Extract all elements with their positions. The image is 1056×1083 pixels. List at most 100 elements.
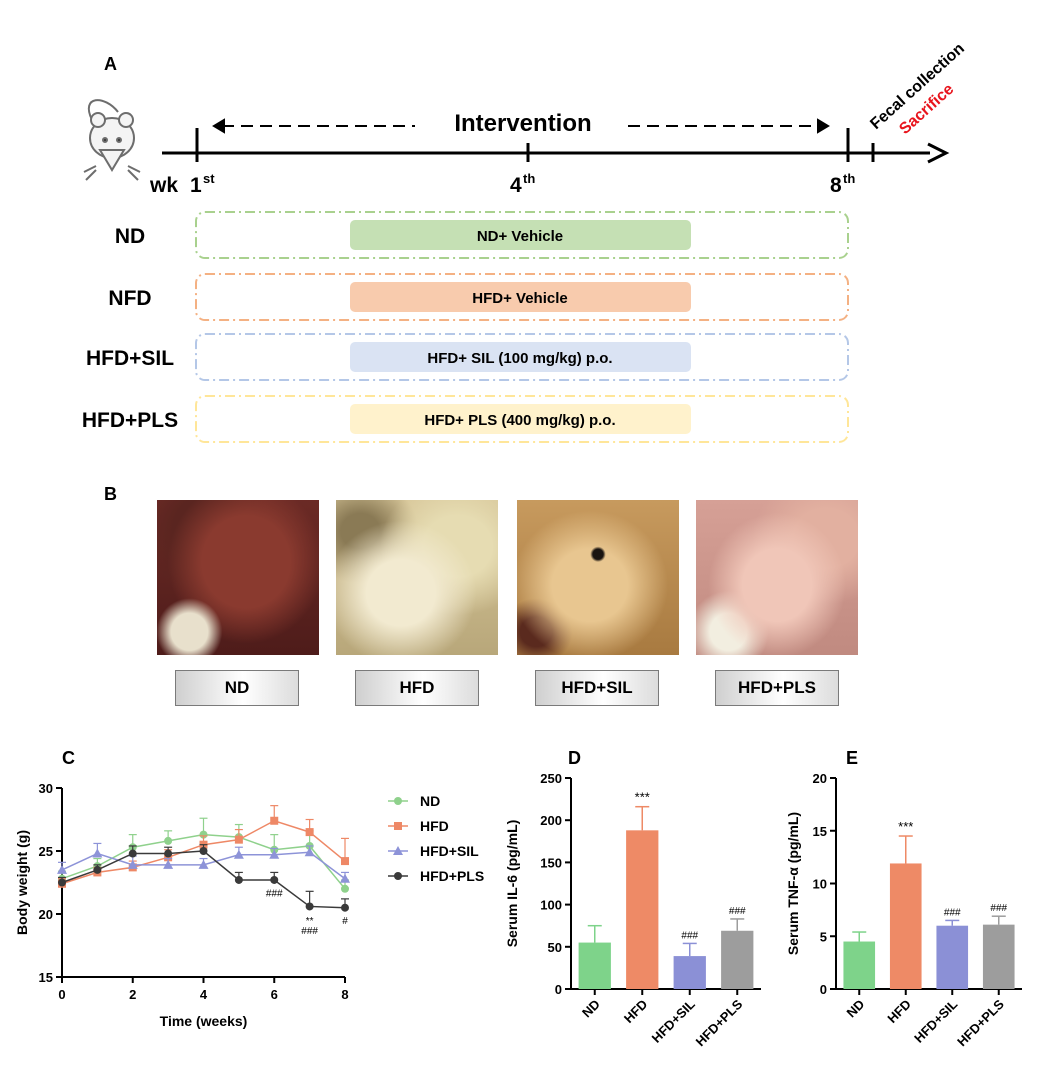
category-label: HFD+SIL <box>911 996 960 1045</box>
treatment-bar-1 <box>350 282 691 312</box>
data-point <box>340 873 350 883</box>
week-1-label: 1 <box>190 174 202 197</box>
significance-mark: *** <box>635 790 650 805</box>
week-8-sup: th <box>843 171 855 186</box>
series-hfd-pls <box>58 844 349 912</box>
series-hfd-sil <box>57 842 350 883</box>
group-box-hfd: HFD <box>355 670 479 706</box>
data-point <box>198 859 209 869</box>
data-point <box>305 828 314 837</box>
panel-d-label: D <box>568 748 581 768</box>
x-tick-label: 0 <box>58 987 65 1002</box>
bar <box>721 930 754 989</box>
y-tick-label: 20 <box>39 907 53 922</box>
bar-group-nd: ND <box>843 931 876 1021</box>
bar <box>578 942 611 989</box>
group-dashed-frame-0 <box>195 211 849 259</box>
group-box-nd: ND <box>175 670 299 706</box>
legend-marker <box>394 872 402 880</box>
x-tick-label: 6 <box>271 987 278 1002</box>
significance-mark: ** <box>306 916 314 927</box>
y-axis-title: Serum IL-6 (pg/mL) <box>504 820 520 948</box>
significance-mark: ### <box>266 888 283 899</box>
liver-photo-hfd-sil <box>517 500 679 655</box>
treatment-label-2: HFD+ SIL (100 mg/kg) p.o. <box>427 350 612 367</box>
x-tick-label: 2 <box>129 987 136 1002</box>
legend-marker <box>394 797 402 805</box>
bar <box>843 941 876 989</box>
legend-entry-2: HFD+SIL <box>388 843 479 859</box>
category-label: HFD <box>621 997 650 1026</box>
significance-mark: *** <box>898 819 913 834</box>
data-point <box>128 849 137 858</box>
bar <box>889 863 922 989</box>
category-label: ND <box>843 997 867 1021</box>
bar-group-hfd: *** HFD <box>884 819 922 1026</box>
legend-entry-0: ND <box>388 793 440 809</box>
y-tick-label: 100 <box>540 898 562 913</box>
x-axis-title: Time (weeks) <box>160 1013 248 1029</box>
week-4-sup: th <box>523 171 535 186</box>
week-prefix: wk <box>149 174 178 197</box>
data-point <box>234 875 243 884</box>
tnf-bar-chart: 0 5 10 15 20 Serum TNF-α (pg/mL) ND *** HFD ### HF… <box>785 771 1022 1049</box>
treatment-bar-0 <box>350 220 691 250</box>
liver-photo-hfd-pls <box>696 500 858 655</box>
data-point <box>93 865 102 874</box>
data-point <box>270 816 279 825</box>
week-1-sup: st <box>203 171 215 186</box>
data-point <box>92 848 103 858</box>
bar-group-nd: ND <box>578 924 611 1020</box>
panel-c-label: C <box>62 748 75 768</box>
y-tick-label: 250 <box>540 771 562 786</box>
body-weight-chart: 15 20 25 30 0 2 4 6 8 Time (weeks) Body weight (g)… <box>14 781 484 1029</box>
significance-mark: # <box>342 916 348 927</box>
category-label: HFD+SIL <box>649 996 698 1045</box>
legend-entry-3: HFD+PLS <box>388 868 484 884</box>
bar <box>673 956 706 989</box>
group-box-hfd-sil: HFD+SIL <box>535 670 659 706</box>
timeline-axis <box>162 128 950 164</box>
data-point <box>233 849 244 859</box>
y-axis-title: Serum TNF-α (pg/mL) <box>785 812 801 955</box>
data-point <box>57 864 67 874</box>
y-tick-label: 25 <box>39 844 53 859</box>
group-dashed-frame-2 <box>195 333 849 381</box>
group-name-1: NFD <box>108 287 151 310</box>
x-tick-label: 4 <box>200 987 208 1002</box>
group-name-3: HFD+PLS <box>82 409 178 432</box>
y-tick-label: 15 <box>813 824 827 839</box>
category-label: HFD+PLS <box>954 996 1007 1049</box>
legend-label: HFD <box>420 818 449 834</box>
significance-mark: ### <box>729 906 746 917</box>
y-tick-label: 5 <box>820 929 827 944</box>
y-tick-label: 50 <box>548 940 562 955</box>
treatment-bar-2 <box>350 342 691 372</box>
legend-marker <box>394 822 402 830</box>
legend-label: ND <box>420 793 440 809</box>
treatment-groups: ND ND+ Vehicle NFD HFD+ Vehicle HFD+SIL HFD+ … <box>82 211 849 443</box>
liver-photo-nd <box>157 500 319 655</box>
bar <box>626 830 659 989</box>
group-dashed-frame-1 <box>195 273 849 321</box>
data-point <box>163 859 174 869</box>
data-point <box>341 903 349 912</box>
category-label: HFD <box>884 997 913 1026</box>
treatment-label-0: ND+ Vehicle <box>477 228 563 245</box>
legend-entry-1: HFD <box>388 818 449 834</box>
group-name-0: ND <box>115 225 145 248</box>
data-point <box>164 836 173 845</box>
significance-mark: ### <box>944 907 961 918</box>
y-tick-label: 30 <box>39 781 53 796</box>
significance-mark: ### <box>681 930 698 941</box>
y-tick-label: 10 <box>813 877 827 892</box>
data-point <box>127 859 138 869</box>
category-label: HFD+PLS <box>693 996 746 1049</box>
intervention-label: Intervention <box>454 110 591 137</box>
y-tick-label: 0 <box>820 982 827 997</box>
week-4-label: 4 <box>510 174 522 197</box>
bar-group-hfd: *** HFD <box>621 790 659 1026</box>
data-point <box>199 830 208 839</box>
treatment-bar-3 <box>350 404 691 434</box>
